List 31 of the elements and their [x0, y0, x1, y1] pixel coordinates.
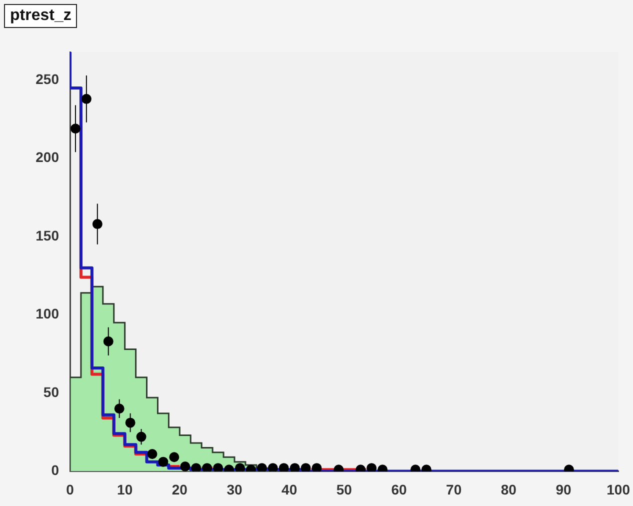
point	[312, 463, 322, 472]
x-tick-label: 10	[117, 481, 133, 498]
point	[202, 463, 212, 472]
x-tick-label: 40	[282, 481, 298, 498]
point	[290, 463, 300, 472]
x-tick-label: 60	[391, 481, 407, 498]
y-tick-label: 50	[43, 384, 60, 400]
point	[213, 463, 224, 472]
point	[256, 463, 267, 472]
x-tick-label: 20	[172, 481, 188, 498]
chart-title: ptrest_z	[4, 4, 78, 28]
x-tick-label: 0	[66, 481, 74, 498]
point	[300, 463, 311, 472]
y-tick-label: 100	[36, 306, 60, 322]
y-tick-label: 250	[36, 71, 60, 88]
x-tick-label: 50	[336, 481, 352, 498]
x-tick-label: 30	[226, 481, 242, 498]
point	[191, 463, 202, 472]
point	[366, 463, 377, 472]
x-tick-label: 80	[500, 481, 517, 498]
y-tick-label: 150	[36, 227, 60, 244]
y-tick-label: 0	[51, 462, 60, 478]
y-tick-label: 200	[36, 149, 60, 166]
point	[268, 463, 278, 472]
x-tick-label: 100	[606, 481, 630, 498]
point	[278, 463, 289, 472]
x-tick-label: 90	[556, 481, 572, 498]
point	[234, 463, 245, 472]
point	[158, 456, 168, 467]
point	[180, 462, 190, 472]
x-tick-label: 70	[446, 481, 462, 498]
